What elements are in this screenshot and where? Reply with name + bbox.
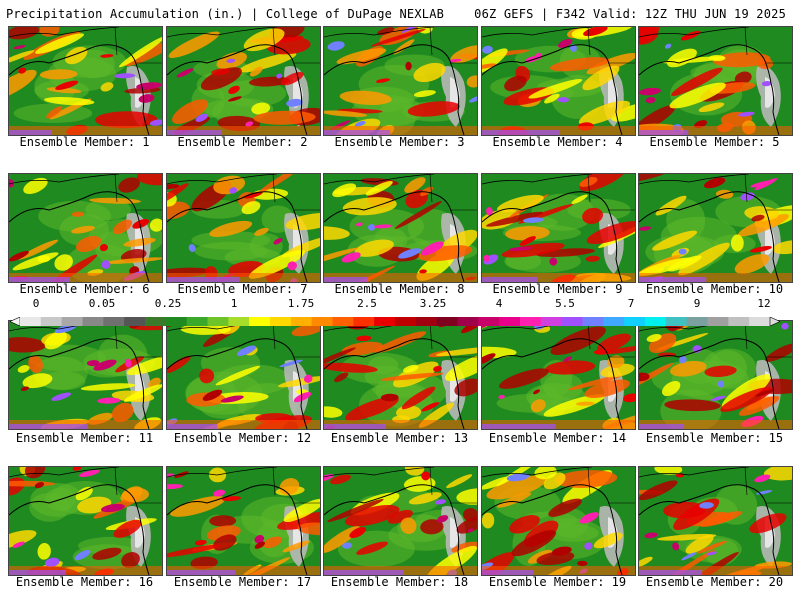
ensemble-member-label: Ensemble Member: 5 [649,135,780,149]
colorbar-swatch [478,317,500,326]
ensemble-member-label: Ensemble Member: 4 [492,135,623,149]
colorbar-tick-label: 1.75 [287,297,315,310]
colorbar-tick-label: 5.5 [555,297,575,310]
colorbar-swatch [228,317,250,326]
ensemble-member-label: Ensemble Member: 17 [173,575,312,589]
colorbar-tick-label: 0.25 [154,297,182,310]
colorbar-swatch [249,317,271,326]
colorbar-swatch [20,317,42,326]
ensemble-member-map [481,320,636,430]
colorbar-swatch [207,317,229,326]
colorbar-tick-label: 0 [32,297,40,310]
ensemble-member-label: Ensemble Member: 7 [177,282,308,296]
colorbar-swatch [436,317,458,326]
colorbar-swatch [540,317,562,326]
colorbar-left-arrow [9,316,21,327]
ensemble-member-label: Ensemble Member: 8 [334,282,465,296]
ensemble-member-label: Ensemble Member: 2 [177,135,308,149]
ensemble-member-label: Ensemble Member: 18 [330,575,469,589]
colorbar-swatch [665,317,687,326]
colorbar-swatch [645,317,667,326]
colorbar-swatch [728,317,750,326]
ensemble-member-label: Ensemble Member: 9 [492,282,623,296]
colorbar-swatch [686,317,708,326]
ensemble-member-map [638,26,793,136]
colorbar-swatch [61,317,83,326]
ensemble-member-map [638,173,793,283]
colorbar-tick-label: 3.25 [419,297,447,310]
ensemble-member-map [166,466,321,576]
map-title: Precipitation Accumulation (in.) | Colle… [6,7,445,21]
ensemble-member-map [638,320,793,430]
ensemble-member-label: Ensemble Member: 6 [19,282,150,296]
ensemble-member-label: Ensemble Member: 10 [645,282,784,296]
precip-colorbar [9,311,781,327]
colorbar-swatch [374,317,396,326]
colorbar-swatch [415,317,437,326]
ensemble-member-map [8,173,163,283]
colorbar-tick-label: 12 [757,297,771,310]
colorbar-swatch [82,317,104,326]
ensemble-member-label: Ensemble Member: 20 [645,575,784,589]
colorbar-right-arrow [769,316,781,327]
colorbar-swatch [270,317,292,326]
ensemble-member-map [481,466,636,576]
ensemble-member-map [8,26,163,136]
ensemble-member-label: Ensemble Member: 11 [15,431,154,445]
colorbar-swatch [520,317,542,326]
ensemble-member-label: Ensemble Member: 12 [173,431,312,445]
ensemble-member-label: Ensemble Member: 13 [330,431,469,445]
colorbar-tick-label: 4 [495,297,503,310]
model-run-info: 06Z GEFS | F342 Valid: 12Z THU JUN 19 20… [474,7,786,21]
colorbar-swatch [353,317,375,326]
colorbar-swatch [499,317,521,326]
ensemble-member-map [166,320,321,430]
colorbar-swatch [603,317,625,326]
colorbar-swatch [457,317,479,326]
ensemble-member-map [323,320,478,430]
colorbar-tick-label: 2.5 [357,297,377,310]
colorbar-tick-label: 1 [230,297,238,310]
ensemble-member-label: Ensemble Member: 15 [645,431,784,445]
colorbar-swatch [582,317,604,326]
colorbar-swatch [311,317,333,326]
ensemble-member-map [323,173,478,283]
colorbar-swatch [290,317,312,326]
colorbar-swatch [124,317,146,326]
colorbar-swatch [624,317,646,326]
ensemble-member-label: Ensemble Member: 19 [488,575,627,589]
ensemble-member-map [8,320,163,430]
colorbar-swatch [332,317,354,326]
ensemble-member-map [638,466,793,576]
colorbar-swatch [165,317,187,326]
ensemble-member-label: Ensemble Member: 3 [334,135,465,149]
colorbar-swatch [145,317,167,326]
colorbar-swatch [749,317,771,326]
ensemble-member-map [481,173,636,283]
colorbar-swatch [707,317,729,326]
colorbar-swatch [186,317,208,326]
ensemble-member-map [323,26,478,136]
colorbar-tick-label: 9 [693,297,701,310]
ensemble-member-label: Ensemble Member: 1 [19,135,150,149]
ensemble-member-map [323,466,478,576]
ensemble-member-map [166,173,321,283]
colorbar-swatch [395,317,417,326]
ensemble-member-map [166,26,321,136]
ensemble-member-label: Ensemble Member: 16 [15,575,154,589]
ensemble-member-label: Ensemble Member: 14 [488,431,627,445]
colorbar-tick-label: 7 [627,297,635,310]
ensemble-member-map [8,466,163,576]
colorbar-swatch [40,317,62,326]
colorbar-swatch [103,317,125,326]
colorbar-swatch [561,317,583,326]
ensemble-member-map [481,26,636,136]
colorbar-tick-label: 0.05 [88,297,116,310]
